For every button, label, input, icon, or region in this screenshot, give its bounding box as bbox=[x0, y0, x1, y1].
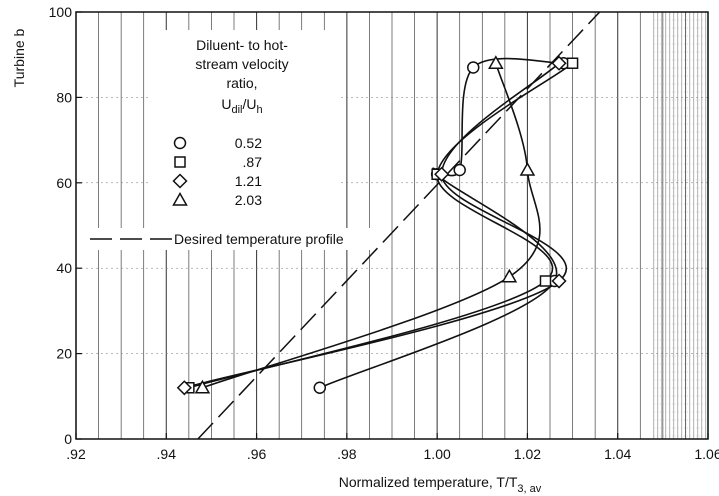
data-point-circle bbox=[313, 381, 327, 395]
x-axis-label: Normalized temperature, T/T3, av bbox=[339, 474, 542, 495]
legend-symbol: Udil/Uh bbox=[221, 96, 262, 116]
x-tick-label: .96 bbox=[247, 446, 267, 462]
legend: Diluent- to hot-stream velocity ratio, Udi… bbox=[86, 30, 372, 250]
legend-title-line: ratio, bbox=[226, 75, 257, 91]
reference-legend-label: Desired temperature profile bbox=[174, 231, 344, 247]
legend-entry-label: 1.21 bbox=[235, 173, 262, 189]
x-tick-label: .94 bbox=[157, 446, 177, 462]
series-curve-diamond bbox=[184, 62, 568, 389]
data-point-diamond bbox=[551, 273, 567, 289]
y-tick-label: 80 bbox=[56, 89, 72, 105]
legend-marker-square bbox=[174, 156, 186, 168]
legend-marker-triangle bbox=[172, 191, 188, 206]
markers bbox=[176, 55, 579, 396]
data-point-triangle bbox=[519, 161, 536, 176]
y-tick-label: 20 bbox=[56, 346, 72, 362]
data-point-triangle bbox=[194, 379, 211, 394]
legend-entry-label: 0.52 bbox=[235, 135, 262, 151]
y-tick-label: 100 bbox=[49, 4, 73, 20]
data-point-circle bbox=[467, 61, 480, 74]
legend-title-line: Diluent- to hot- bbox=[196, 37, 288, 53]
legend-symbol-u: U bbox=[221, 96, 231, 112]
x-tick-label: 1.06 bbox=[694, 446, 719, 462]
series-curve-triangle bbox=[202, 63, 541, 389]
reference-legend-background bbox=[86, 228, 372, 250]
data-point-square bbox=[566, 57, 579, 69]
legend-marker-circle bbox=[173, 136, 187, 150]
x-tick-label: .92 bbox=[66, 446, 86, 462]
y-axis-label: Turbine b bbox=[11, 28, 27, 87]
legend-symbol-sub2: h bbox=[257, 104, 263, 116]
data-point-triangle bbox=[501, 268, 518, 283]
data-point-square bbox=[539, 275, 552, 287]
legend-marker-diamond bbox=[172, 173, 188, 189]
legend-entry-label: .87 bbox=[243, 154, 263, 170]
y-axis-ticks: 0 20 40 60 80 100 bbox=[49, 4, 82, 447]
data-point-triangle bbox=[488, 55, 504, 69]
legend-symbol-sub: dil bbox=[231, 104, 242, 116]
x-axis-label-main: Normalized temperature, T/T bbox=[339, 474, 518, 490]
data-point-diamond bbox=[434, 166, 450, 182]
plot-frame bbox=[75, 11, 709, 440]
y-tick-label: 60 bbox=[56, 175, 72, 191]
data-point-diamond bbox=[551, 55, 567, 71]
data-point-diamond bbox=[176, 380, 192, 396]
x-axis-label-sub: 3, av bbox=[517, 483, 541, 495]
y-tick-label: 40 bbox=[56, 260, 72, 276]
legend-entry-label: 2.03 bbox=[235, 192, 262, 208]
data-point-circle bbox=[453, 163, 466, 177]
x-axis-ticks: .92 .94 .96 .98 1.00 1.02 1.04 1.06 bbox=[66, 433, 719, 462]
x-tick-label: 1.04 bbox=[604, 446, 631, 462]
y-tick-label: 0 bbox=[64, 431, 72, 447]
x-tick-label: 1.00 bbox=[424, 446, 451, 462]
x-tick-label: 1.02 bbox=[514, 446, 541, 462]
legend-symbol-sep: /U bbox=[243, 96, 257, 112]
x-tick-label: .98 bbox=[337, 446, 357, 462]
legend-title-line: stream velocity bbox=[195, 56, 288, 72]
dense-grid-region bbox=[653, 11, 708, 439]
